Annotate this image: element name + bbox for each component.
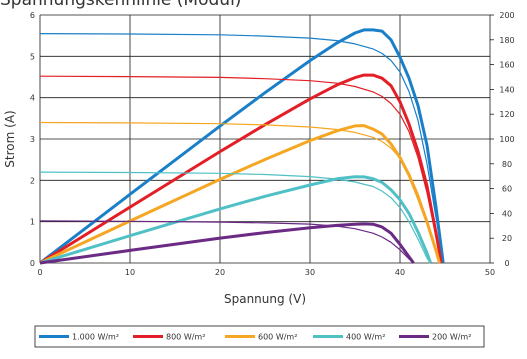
x-axis-label: Spannung (V) xyxy=(224,292,306,306)
legend: 1.000 W/m² 800 W/m² 600 W/m² 400 W/m² 200 W/… xyxy=(34,325,485,348)
y2-tick-label: 80 xyxy=(502,160,512,169)
current-curve-3 xyxy=(39,171,432,264)
current-curve-2 xyxy=(39,121,441,264)
x-tick-label: 30 xyxy=(305,268,315,277)
power-curve-3 xyxy=(39,175,433,265)
legend-label-0: 1.000 W/m² xyxy=(72,333,119,342)
y-tick-label: 6 xyxy=(30,11,35,20)
y-tick-label: 3 xyxy=(30,135,35,144)
y2-tick-label: 40 xyxy=(502,209,512,218)
power-curve-4 xyxy=(39,222,415,265)
y2-axis-ticks: 0 20 40 60 80 100 120 140 160 180 200 xyxy=(490,11,515,268)
y2-tick-label: 120 xyxy=(499,110,514,119)
y2-tick-label: 200 xyxy=(499,11,514,20)
y2-tick-label: 20 xyxy=(502,234,512,243)
y-tick-label: 2 xyxy=(30,176,35,185)
x-tick-label: 10 xyxy=(125,268,135,277)
x-tick-label: 0 xyxy=(37,268,42,277)
y-tick-label: 1 xyxy=(30,218,35,227)
x-tick-label: 20 xyxy=(215,268,225,277)
power-curve-1 xyxy=(39,73,443,265)
legend-label-4: 200 W/m² xyxy=(432,333,471,342)
power-curve-2 xyxy=(39,124,442,265)
y2-tick-label: 100 xyxy=(499,135,514,144)
y-tick-label: 4 xyxy=(30,94,35,103)
current-curves xyxy=(39,33,444,264)
y-tick-label: 0 xyxy=(30,259,35,268)
y2-tick-label: 140 xyxy=(499,85,514,94)
current-curve-4 xyxy=(39,220,414,264)
current-curve-1 xyxy=(39,75,442,264)
legend-label-1: 800 W/m² xyxy=(166,333,205,342)
legend-label-3: 400 W/m² xyxy=(346,333,385,342)
x-tick-label: 50 xyxy=(485,268,495,277)
y2-tick-label: 180 xyxy=(499,36,514,45)
y2-tick-label: 0 xyxy=(504,259,509,268)
y-axis-ticks: 0 1 2 3 4 5 6 xyxy=(30,11,35,268)
y2-tick-label: 160 xyxy=(499,61,514,70)
y-tick-label: 5 xyxy=(30,52,35,61)
power-curve-0 xyxy=(39,28,445,265)
current-curve-0 xyxy=(39,33,444,264)
legend-items: 1.000 W/m² 800 W/m² 600 W/m² 400 W/m² 200 W/… xyxy=(39,333,471,342)
x-tick-label: 40 xyxy=(395,268,405,277)
grid xyxy=(39,14,491,264)
legend-label-2: 600 W/m² xyxy=(258,333,297,342)
x-axis-ticks: 0 10 20 30 40 50 xyxy=(37,268,495,277)
legend-frame xyxy=(34,325,485,348)
y2-tick-label: 60 xyxy=(502,185,512,194)
power-curves xyxy=(39,28,445,265)
y-axis-label: Strom (A) xyxy=(3,110,17,167)
chart-title: Spannungskennlinie (Modul) xyxy=(0,0,241,10)
